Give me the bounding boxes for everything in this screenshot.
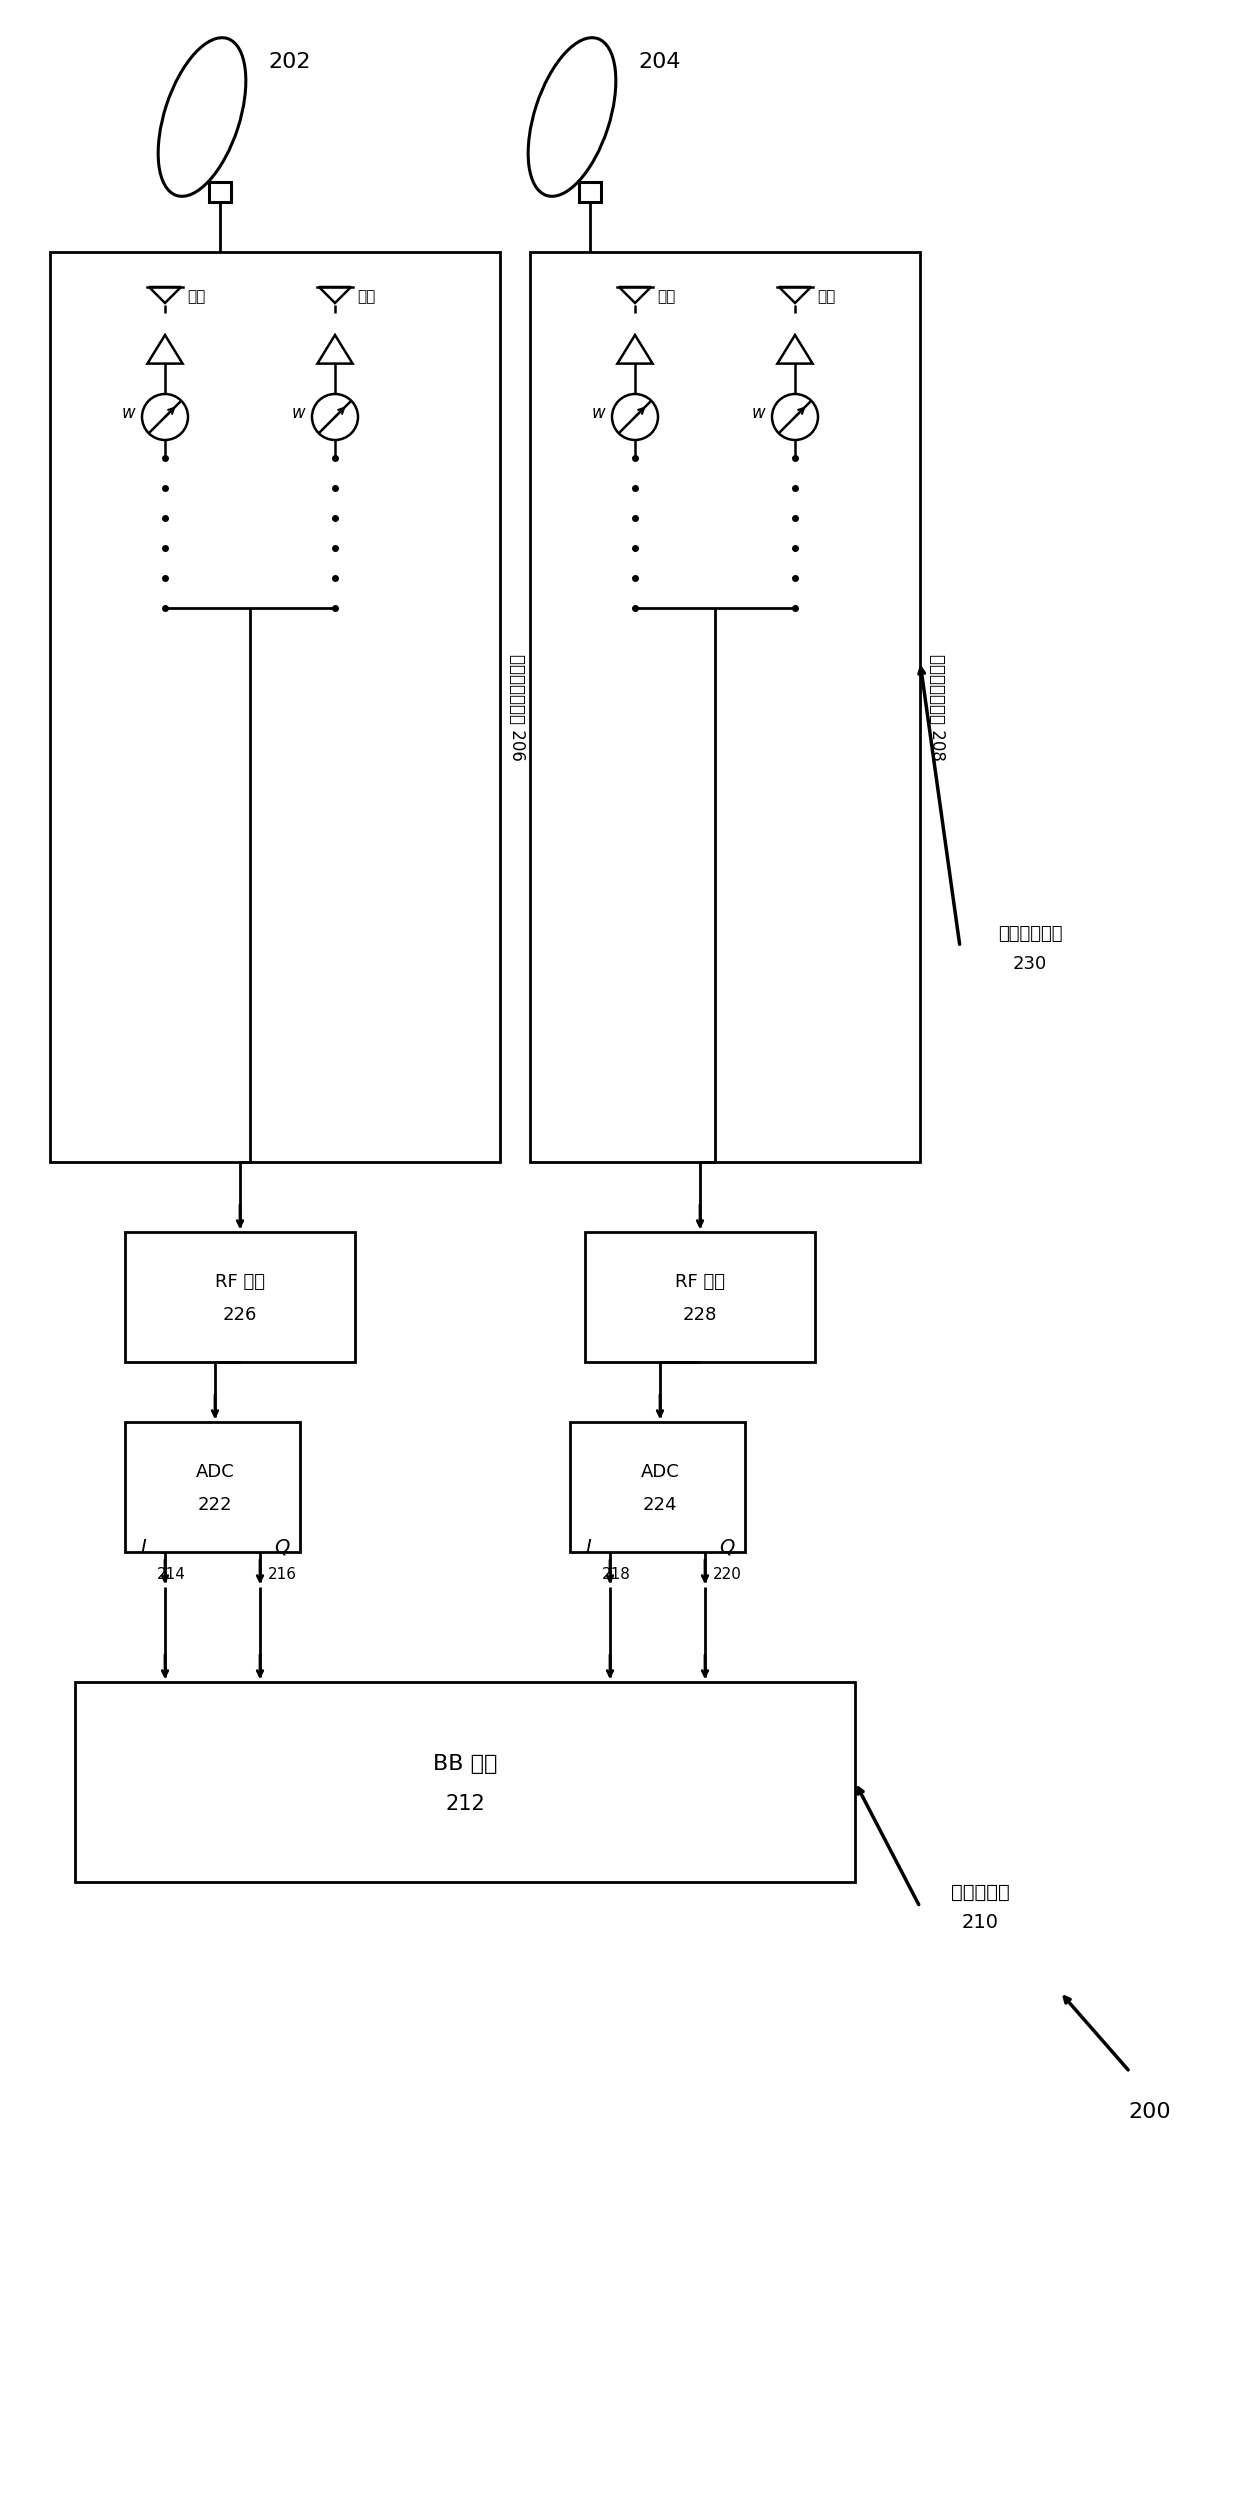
Bar xyxy=(570,1421,745,1551)
Text: 相控多天线阵列 208: 相控多天线阵列 208 xyxy=(928,653,946,761)
Bar xyxy=(74,1681,856,1882)
Polygon shape xyxy=(618,335,652,363)
Circle shape xyxy=(143,393,188,440)
Polygon shape xyxy=(779,288,811,303)
Text: 数字预处理: 数字预处理 xyxy=(951,1882,1009,1902)
Text: I: I xyxy=(140,1539,146,1556)
Polygon shape xyxy=(317,335,352,363)
Text: ADC: ADC xyxy=(196,1464,234,1481)
Bar xyxy=(210,183,231,203)
Polygon shape xyxy=(777,335,812,363)
Text: Q: Q xyxy=(274,1539,290,1556)
Text: 212: 212 xyxy=(445,1794,485,1814)
Text: 224: 224 xyxy=(642,1496,677,1514)
Text: 214: 214 xyxy=(157,1566,186,1581)
Polygon shape xyxy=(148,335,182,363)
Text: 202: 202 xyxy=(269,53,311,73)
Text: RF 处理: RF 处理 xyxy=(675,1274,725,1291)
Bar xyxy=(125,1421,300,1551)
Text: 200: 200 xyxy=(1128,2102,1172,2122)
Text: 天线: 天线 xyxy=(817,290,836,305)
Bar xyxy=(125,1231,355,1361)
Bar xyxy=(529,253,920,1161)
Polygon shape xyxy=(619,288,651,303)
Text: 模拟波束成形: 模拟波束成形 xyxy=(998,926,1063,943)
Bar xyxy=(585,1231,815,1361)
Text: I: I xyxy=(585,1539,591,1556)
Circle shape xyxy=(613,393,658,440)
Text: 220: 220 xyxy=(713,1566,742,1581)
Text: 222: 222 xyxy=(197,1496,232,1514)
Text: 228: 228 xyxy=(683,1306,717,1324)
Text: 相控多天线阵列 206: 相控多天线阵列 206 xyxy=(508,653,526,761)
Text: 天线: 天线 xyxy=(657,290,676,305)
Text: Q: Q xyxy=(719,1539,734,1556)
Text: 210: 210 xyxy=(961,1912,998,1932)
Circle shape xyxy=(312,393,358,440)
Text: 218: 218 xyxy=(601,1566,631,1581)
Text: ADC: ADC xyxy=(641,1464,680,1481)
Polygon shape xyxy=(319,288,351,303)
Text: 天线: 天线 xyxy=(187,290,206,305)
Bar xyxy=(50,253,500,1161)
Text: 230: 230 xyxy=(1013,956,1047,973)
Text: 216: 216 xyxy=(268,1566,298,1581)
Text: w: w xyxy=(291,403,305,423)
Polygon shape xyxy=(149,288,181,303)
Ellipse shape xyxy=(528,38,616,195)
Ellipse shape xyxy=(159,38,246,195)
Text: w: w xyxy=(751,403,765,423)
Text: RF 处理: RF 处理 xyxy=(215,1274,265,1291)
Text: 天线: 天线 xyxy=(357,290,376,305)
Text: w: w xyxy=(122,403,135,423)
Text: BB 处理: BB 处理 xyxy=(433,1754,497,1774)
Bar xyxy=(579,183,601,203)
Circle shape xyxy=(773,393,818,440)
Text: 204: 204 xyxy=(639,53,681,73)
Text: w: w xyxy=(591,403,605,423)
Text: 226: 226 xyxy=(223,1306,257,1324)
